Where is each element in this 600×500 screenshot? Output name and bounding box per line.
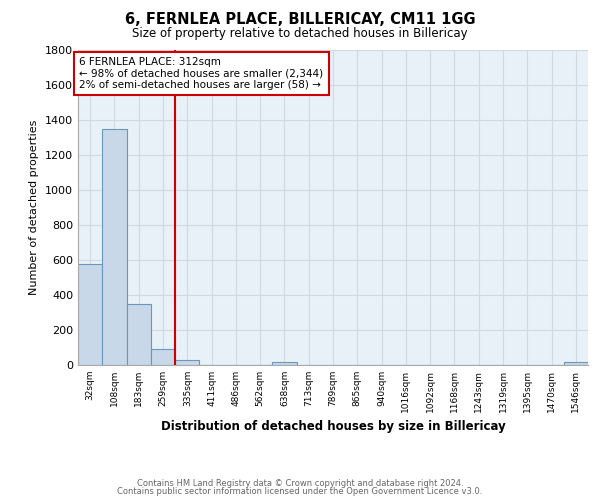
X-axis label: Distribution of detached houses by size in Billericay: Distribution of detached houses by size … [161,420,505,434]
Bar [564,362,588,365]
Bar [127,304,151,365]
Text: Size of property relative to detached houses in Billericay: Size of property relative to detached ho… [132,28,468,40]
Bar [151,349,175,365]
Text: Contains public sector information licensed under the Open Government Licence v3: Contains public sector information licen… [118,487,482,496]
Bar [78,264,102,365]
Y-axis label: Number of detached properties: Number of detached properties [29,120,40,295]
Text: 6, FERNLEA PLACE, BILLERICAY, CM11 1GG: 6, FERNLEA PLACE, BILLERICAY, CM11 1GG [125,12,475,28]
Text: Contains HM Land Registry data © Crown copyright and database right 2024.: Contains HM Land Registry data © Crown c… [137,478,463,488]
Bar [175,360,199,365]
Bar [102,128,127,365]
Text: 6 FERNLEA PLACE: 312sqm
← 98% of detached houses are smaller (2,344)
2% of semi-: 6 FERNLEA PLACE: 312sqm ← 98% of detache… [79,57,323,90]
Bar [272,362,296,365]
